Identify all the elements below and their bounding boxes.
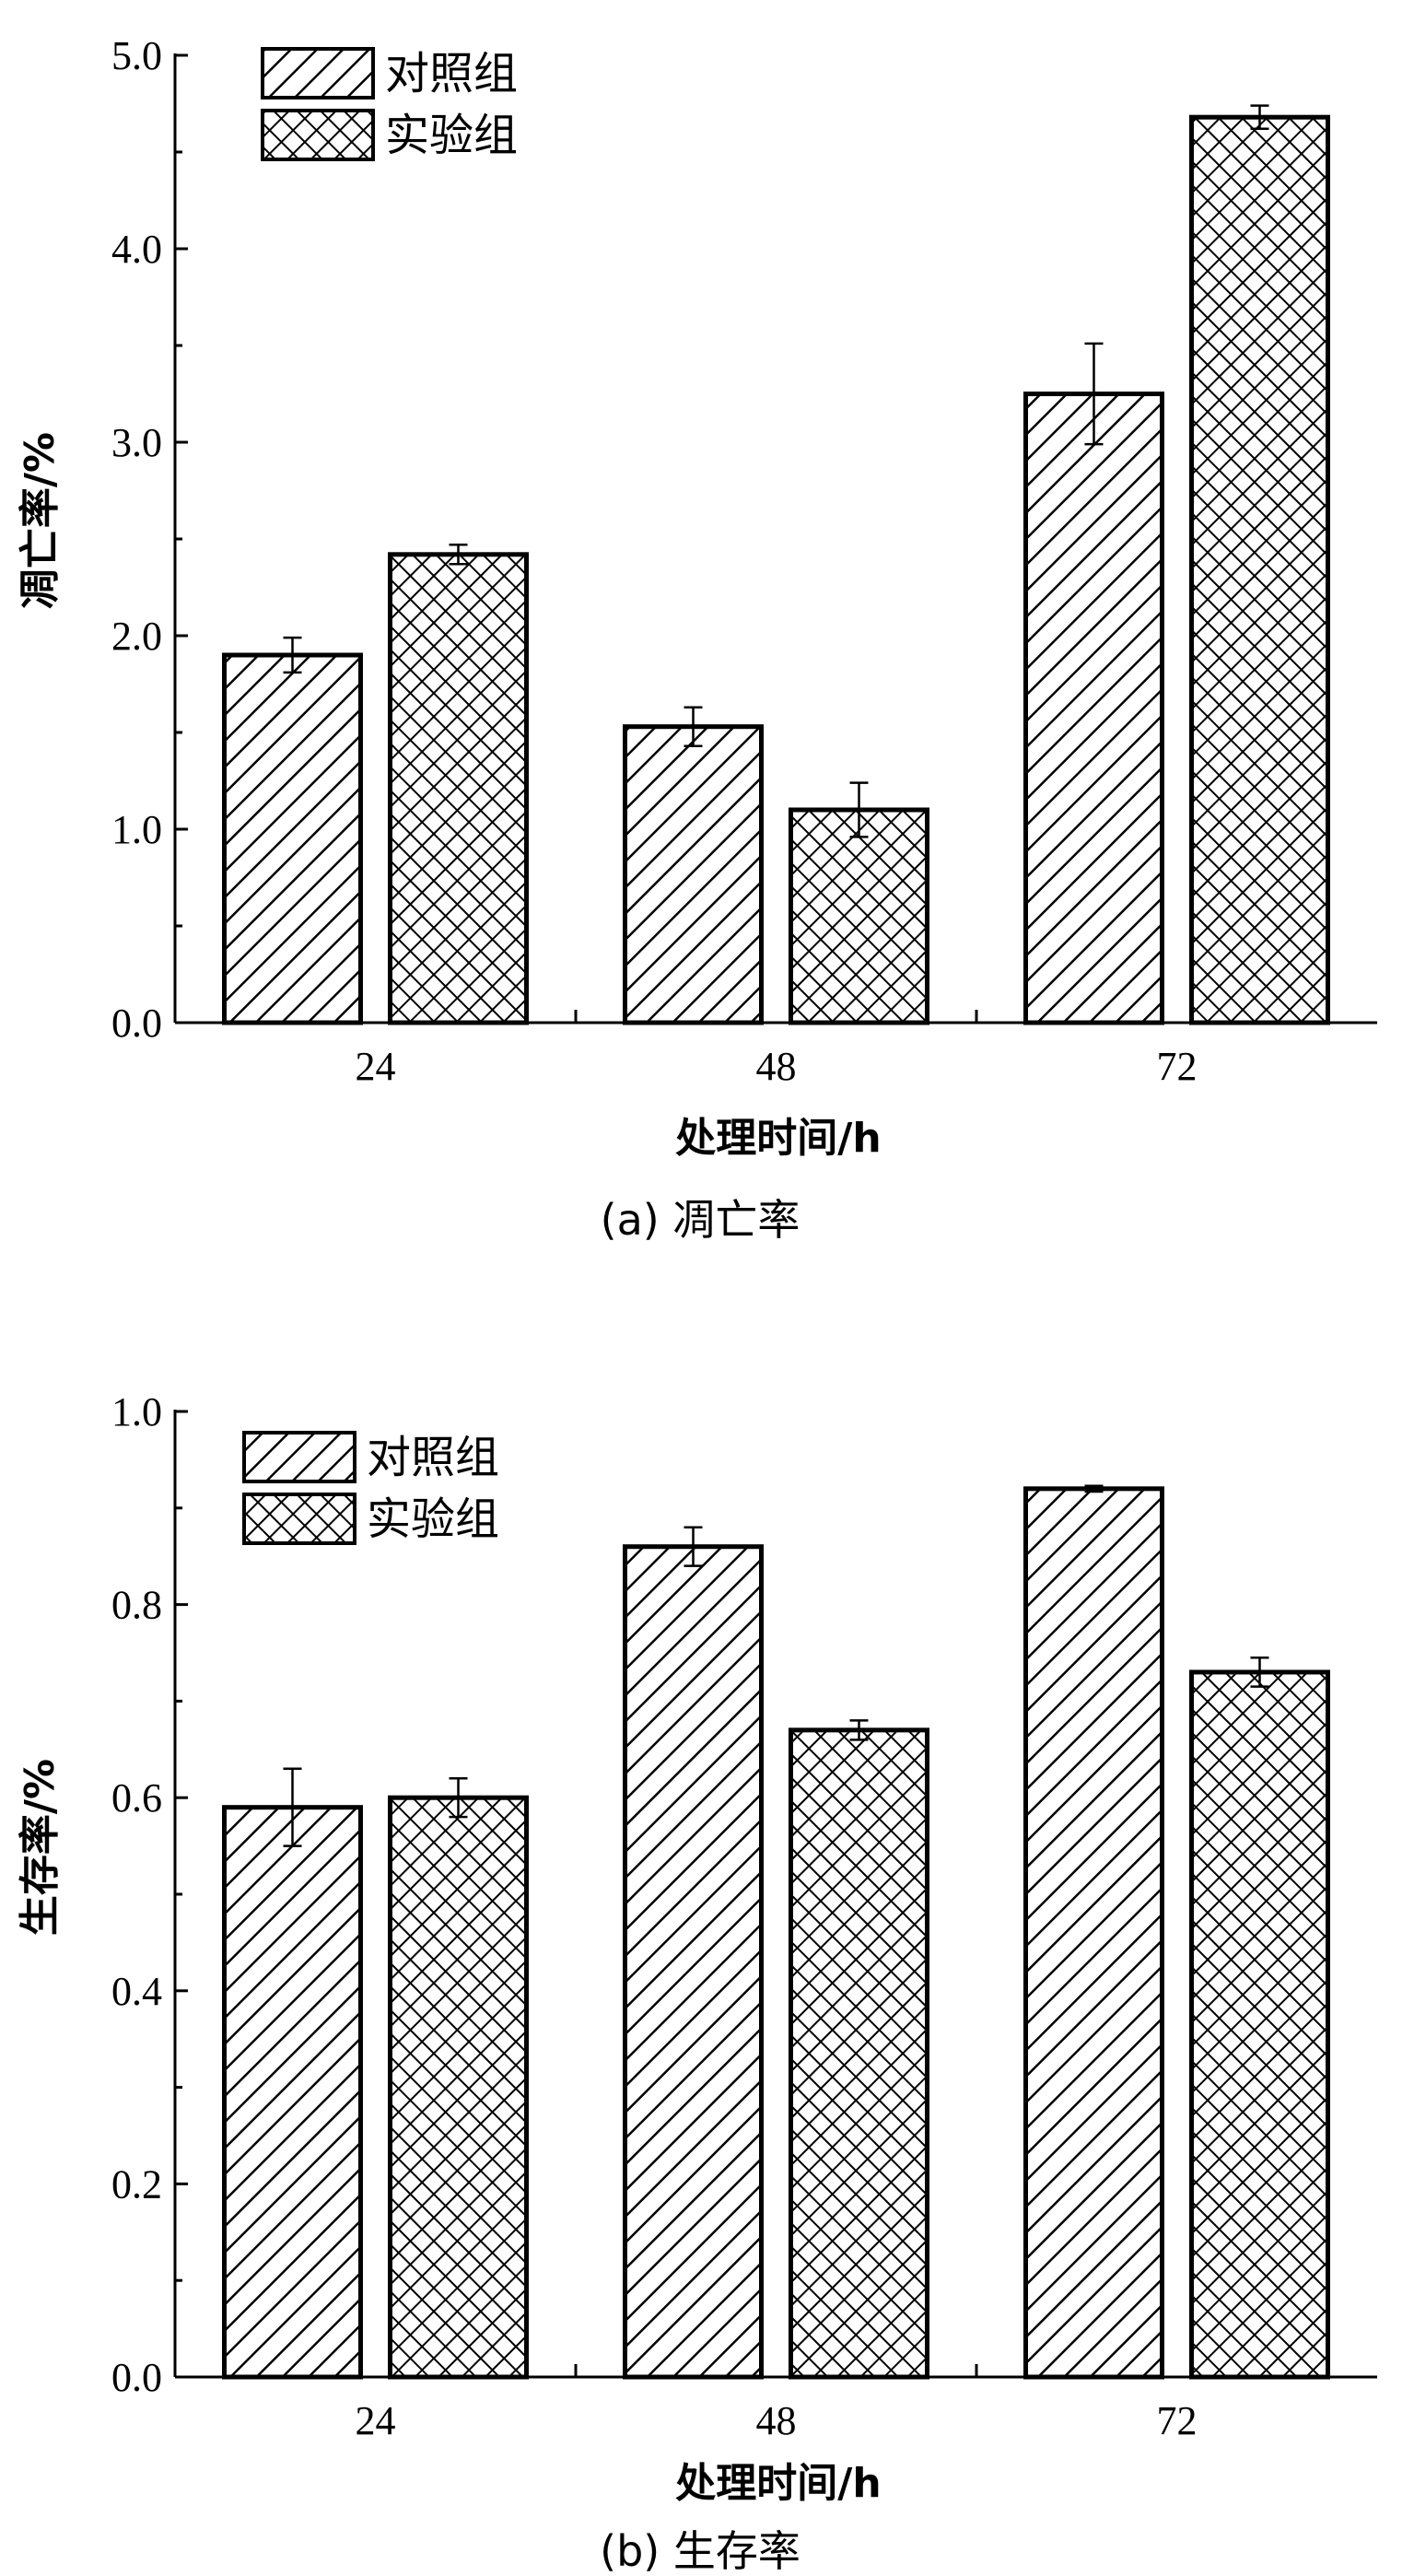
bar-experiment-24 bbox=[388, 552, 529, 1025]
y-axis-title: 凋亡率/% bbox=[17, 432, 64, 609]
bar-control-72 bbox=[1023, 1486, 1164, 2380]
y-tick-label: 0.8 bbox=[111, 1583, 162, 1628]
bar-control-48 bbox=[623, 724, 764, 1025]
y-tick-label: 1.0 bbox=[111, 807, 162, 852]
bar-control-72 bbox=[1023, 392, 1164, 1025]
legend: 对照组 实验组 bbox=[261, 47, 518, 161]
bar-control-24 bbox=[222, 1805, 363, 2380]
legend-item-experiment: 实验组 bbox=[242, 1493, 499, 1545]
legend-swatch-control bbox=[242, 1431, 356, 1483]
y-tick-label: 3.0 bbox=[111, 420, 162, 465]
chart-panel-a: 凋亡率/% 处理时间/h (a) 凋亡率 对照组 实验组 0.0 1.0 2.0 3.… bbox=[17, 33, 1377, 1245]
y-axis-title: 生存率/% bbox=[17, 1759, 64, 1936]
legend-label-control: 对照组 bbox=[385, 48, 518, 100]
legend-label-control: 对照组 bbox=[367, 1432, 499, 1483]
chart-caption: (b) 生存率 bbox=[600, 2526, 800, 2576]
y-tick-label: 0.0 bbox=[111, 2355, 162, 2400]
x-tick-label: 48 bbox=[756, 2398, 797, 2443]
x-axis-title: 处理时间/h bbox=[675, 1115, 881, 1162]
y-tick-label: 4.0 bbox=[111, 227, 162, 272]
y-tick-label: 2.0 bbox=[111, 614, 162, 659]
y-tick-label: 0.0 bbox=[111, 1001, 162, 1046]
legend-swatch-control bbox=[261, 47, 375, 100]
x-tick-label: 24 bbox=[356, 2398, 396, 2443]
bar-experiment-24 bbox=[388, 1795, 529, 2380]
legend: 对照组 实验组 bbox=[242, 1431, 499, 1545]
chart-panel-b: 生存率/% 处理时间/h (b) 生存率 对照组 实验组 0.0 0.2 0.4 0.… bbox=[17, 1389, 1377, 2576]
x-tick-label: 72 bbox=[1157, 2398, 1198, 2443]
legend-swatch-experiment bbox=[242, 1493, 356, 1545]
x-tick-label: 24 bbox=[356, 1044, 396, 1089]
bar-experiment-48 bbox=[789, 1727, 929, 2380]
y-tick-label: 0.2 bbox=[111, 2161, 162, 2207]
legend-label-experiment: 实验组 bbox=[367, 1493, 499, 1545]
y-tick-label: 5.0 bbox=[111, 33, 162, 78]
bar-experiment-72 bbox=[1189, 1669, 1330, 2380]
x-tick-label: 72 bbox=[1157, 1044, 1198, 1089]
x-tick-label: 48 bbox=[756, 1044, 797, 1089]
bar-experiment-72 bbox=[1189, 114, 1330, 1025]
y-tick-label: 1.0 bbox=[111, 1389, 162, 1434]
bar-control-24 bbox=[222, 652, 363, 1025]
chart-caption: (a) 凋亡率 bbox=[601, 1195, 800, 1245]
legend-swatch-experiment bbox=[261, 109, 375, 161]
legend-item-control: 对照组 bbox=[261, 47, 518, 100]
bar-experiment-48 bbox=[789, 807, 929, 1025]
x-axis-title: 处理时间/h bbox=[675, 2460, 881, 2507]
legend-item-control: 对照组 bbox=[242, 1431, 499, 1483]
y-tick-label: 0.4 bbox=[111, 1969, 162, 2014]
bar-control-48 bbox=[623, 1544, 764, 2380]
legend-item-experiment: 实验组 bbox=[261, 109, 518, 161]
y-tick-label: 0.6 bbox=[111, 1775, 162, 1821]
legend-label-experiment: 实验组 bbox=[385, 110, 518, 161]
